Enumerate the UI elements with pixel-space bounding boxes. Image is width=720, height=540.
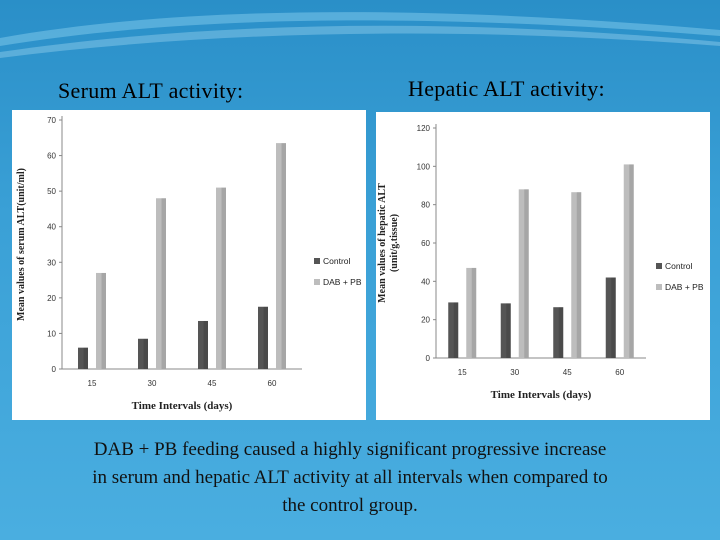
serum-bar-shade xyxy=(204,321,209,369)
serum-x-tick-label: 15 xyxy=(88,379,97,388)
hepatic-y-tick-label: 60 xyxy=(421,239,430,248)
hepatic-x-tick-label: 30 xyxy=(510,368,519,377)
serum-y-tick-label: 70 xyxy=(47,116,56,125)
caption-line-1: DAB + PB feeding caused a highly signifi… xyxy=(20,436,680,464)
background-swoosh xyxy=(0,0,720,70)
hepatic-legend-label-dab-pb: DAB + PB xyxy=(665,282,704,292)
serum-x-tick-label: 45 xyxy=(208,379,217,388)
hepatic-bar-shade xyxy=(559,307,564,358)
caption-line-2: in serum and hepatic ALT activity at all… xyxy=(20,464,680,492)
serum-y-tick-label: 20 xyxy=(47,294,56,303)
serum-bar-shade xyxy=(102,273,107,369)
serum-bar-shade xyxy=(222,188,227,369)
hepatic-legend-label-control: Control xyxy=(665,261,693,271)
hepatic-alt-chart-panel: 0 20 40 60 80 100 120 15 30 45 60 Time Intervals (d… xyxy=(376,112,710,420)
hepatic-y-tick-label: 40 xyxy=(421,277,430,286)
hepatic-bar-shade xyxy=(506,303,511,358)
hepatic-y-tick-label: 80 xyxy=(421,201,430,210)
serum-y-tick-label: 50 xyxy=(47,187,56,196)
hepatic-y-axis-label-line: (unit/g.tissue) xyxy=(389,214,400,272)
summary-caption: DAB + PB feeding caused a highly signifi… xyxy=(20,436,680,520)
hepatic-x-tick-label: 15 xyxy=(458,368,467,377)
hepatic-bar-shade xyxy=(524,189,529,358)
hepatic-x-tick-label: 60 xyxy=(615,368,624,377)
serum-y-tick-label: 0 xyxy=(52,365,57,374)
serum-legend-label-dab-pb: DAB + PB xyxy=(323,277,362,287)
hepatic-y-tick-label: 20 xyxy=(421,316,430,325)
hepatic-bar-shade xyxy=(454,302,459,358)
serum-alt-heading: Serum ALT activity: xyxy=(58,78,243,104)
serum-bar-shade xyxy=(282,143,287,369)
serum-bar-shade xyxy=(264,307,269,369)
hepatic-legend-swatch-dab-pb xyxy=(656,284,662,290)
hepatic-y-tick-label: 120 xyxy=(417,124,431,133)
caption-line-3: the control group. xyxy=(20,492,680,520)
hepatic-legend-swatch-control xyxy=(656,263,662,269)
serum-alt-chart: 0 10 20 30 40 50 60 70 15 30 45 60 Time Intervals (d… xyxy=(12,110,366,420)
serum-x-axis-label: Time Intervals (days) xyxy=(132,400,233,412)
serum-bar-shade xyxy=(84,348,89,369)
serum-y-tick-label: 40 xyxy=(47,223,56,232)
hepatic-alt-chart: 0 20 40 60 80 100 120 15 30 45 60 Time Intervals (d… xyxy=(376,112,710,420)
hepatic-y-tick-label: 0 xyxy=(426,354,431,363)
hepatic-bar-shade xyxy=(472,268,477,358)
serum-y-tick-label: 30 xyxy=(47,258,56,267)
hepatic-bar-shade xyxy=(629,164,634,358)
serum-y-tick-label: 60 xyxy=(47,152,56,161)
serum-legend-swatch-dab-pb xyxy=(314,279,320,285)
hepatic-bar-shade xyxy=(577,192,582,358)
serum-bar-shade xyxy=(162,198,167,369)
hepatic-y-axis-label: Mean values of hepatic ALT(unit/g.tissue… xyxy=(377,183,400,303)
hepatic-y-axis-label-line: Mean values of hepatic ALT xyxy=(377,183,388,303)
serum-legend-label-control: Control xyxy=(323,256,351,266)
serum-x-tick-label: 30 xyxy=(148,379,157,388)
hepatic-x-tick-label: 45 xyxy=(563,368,572,377)
hepatic-y-tick-label: 100 xyxy=(417,162,431,171)
hepatic-alt-heading: Hepatic ALT activity: xyxy=(408,76,605,102)
hepatic-x-axis-label: Time Intervals (days) xyxy=(491,389,592,401)
serum-legend-swatch-control xyxy=(314,258,320,264)
serum-alt-chart-panel: 0 10 20 30 40 50 60 70 15 30 45 60 Time Intervals (d… xyxy=(12,110,366,420)
serum-x-tick-label: 60 xyxy=(268,379,277,388)
serum-y-axis-label: Mean values of serum ALT(unit/ml) xyxy=(16,168,27,321)
serum-y-tick-label: 10 xyxy=(47,329,56,338)
serum-bar-shade xyxy=(144,339,149,369)
hepatic-bar-shade xyxy=(611,278,616,359)
